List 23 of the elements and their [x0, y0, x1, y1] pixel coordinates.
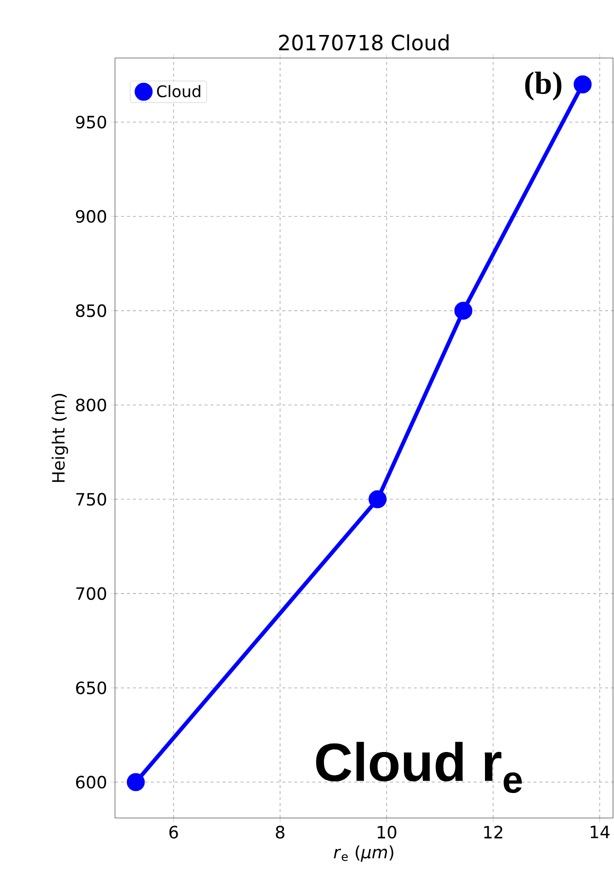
y-tick-label: 850 [76, 304, 106, 318]
x-axis-title: r$_{e}$ (μm) [334, 845, 394, 862]
y-tick-label: 900 [76, 210, 106, 223]
y-tick-label: 750 [76, 492, 106, 506]
x-tick-label: 10 [378, 826, 396, 839]
y-tick-label: 800 [76, 398, 106, 412]
legend-label: Cloud [157, 84, 200, 98]
point [126, 773, 145, 792]
x-tick-label: 8 [276, 826, 284, 839]
point [574, 75, 592, 94]
chart-title: 20170718 Cloud [279, 34, 448, 50]
x-tick-label: 12 [484, 826, 502, 838]
y-tick-label: 700 [76, 587, 106, 600]
point [454, 302, 472, 320]
y-tick-label: 650 [76, 681, 106, 694]
annotation: (b) [525, 72, 562, 100]
y-axis-title: Height (m) [52, 394, 68, 482]
y-tick-label: 600 [76, 776, 106, 789]
y-tick-label: 950 [76, 116, 106, 129]
point [368, 490, 387, 508]
x-tick-label: 14 [590, 826, 610, 838]
annotation: Cloud r$_{e}$ [316, 742, 522, 793]
x-tick-label: 6 [169, 826, 178, 839]
